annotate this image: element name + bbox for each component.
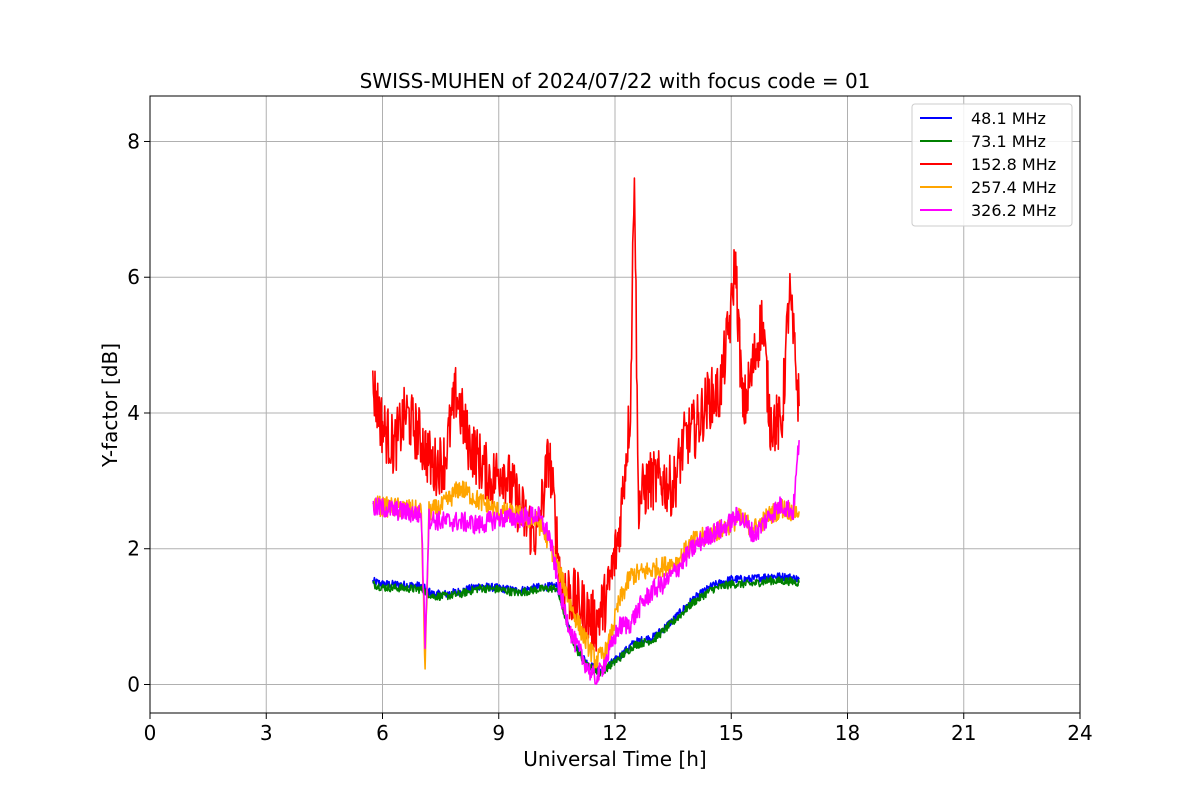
x-tick-label: 9	[492, 721, 505, 745]
y-tick-label: 0	[127, 672, 140, 696]
series-line-3	[372, 480, 800, 670]
y-axis: 0 2 4 6 8	[127, 129, 150, 696]
legend-label: 257.4 MHz	[971, 178, 1056, 197]
x-tick-label: 15	[719, 721, 744, 745]
x-tick-label: 18	[835, 721, 860, 745]
x-tick-label: 21	[951, 721, 976, 745]
legend-label: 326.2 MHz	[971, 201, 1056, 220]
x-tick-label: 12	[602, 721, 627, 745]
y-tick-label: 6	[127, 265, 140, 289]
legend-box	[911, 103, 1073, 227]
y-axis-label: Y-factor [dB]	[98, 343, 122, 468]
x-axis-label: Universal Time [h]	[523, 747, 706, 771]
x-tick-label: 24	[1067, 721, 1092, 745]
legend: 48.1 MHz 73.1 MHz 152.8 MHz 257.4 MHz 326.2…	[911, 103, 1073, 227]
legend-label: 48.1 MHz	[971, 109, 1046, 128]
x-tick-label: 0	[144, 721, 157, 745]
x-tick-label: 6	[376, 721, 389, 745]
y-tick-label: 2	[127, 537, 140, 561]
legend-label: 152.8 MHz	[971, 155, 1056, 174]
x-tick-label: 3	[260, 721, 273, 745]
y-tick-label: 4	[127, 401, 140, 425]
y-tick-label: 8	[127, 129, 140, 153]
x-axis: 0 3 6 9 12 15 18 21 24	[144, 713, 1093, 745]
plot-lines	[372, 177, 800, 686]
legend-label: 73.1 MHz	[971, 132, 1046, 151]
series-line-4	[372, 440, 800, 686]
chart-title: SWISS-MUHEN of 2024/07/22 with focus cod…	[360, 69, 871, 93]
